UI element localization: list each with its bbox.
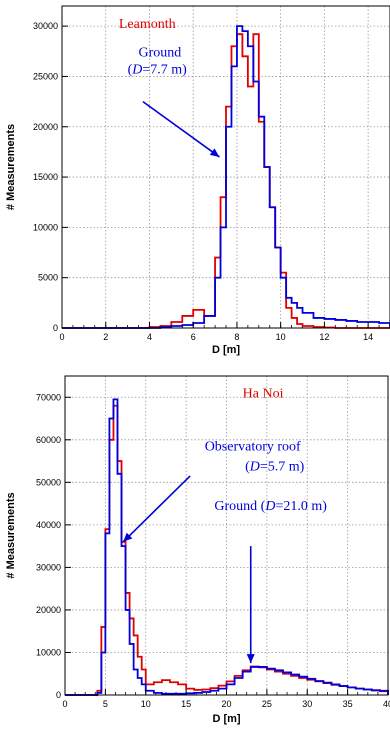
annotation-arrow	[142, 100, 220, 158]
y-tick-label: 50000	[36, 477, 61, 487]
x-tick-label: 6	[191, 332, 196, 342]
x-axis-label: D [m]	[212, 713, 240, 725]
histogram-series-2	[62, 25, 390, 329]
x-tick-label: 0	[59, 332, 64, 342]
x-tick-label: 10	[276, 332, 286, 342]
x-tick-label: 30	[302, 699, 312, 709]
y-tick-label: 15000	[33, 172, 58, 182]
x-tick-label: 4	[147, 332, 152, 342]
y-tick-label: 10000	[33, 222, 58, 232]
x-tick-label: 12	[319, 332, 329, 342]
annotation-1-3: (D=7.7 m)	[128, 62, 188, 77]
y-tick-label: 40000	[36, 520, 61, 530]
annotation-2-4: Ground (D=21.0 m)	[214, 499, 327, 514]
y-tick-label: 30000	[36, 562, 61, 572]
x-axis-label: D [m]	[212, 344, 240, 356]
x-tick-label: 5	[103, 699, 108, 709]
y-tick-label: 5000	[38, 273, 58, 283]
x-tick-label: 10	[141, 699, 151, 709]
annotation-2-1: Ha Noi	[243, 386, 284, 401]
annotation-1-1: Leamonth	[119, 17, 176, 32]
x-tick-label: 20	[221, 699, 231, 709]
chart-panel-1: 0 2 4 6 8 10 12 14 0 5000 10000 15000 20000 25000 3000…	[5, 5, 390, 356]
chart-panel-2: 0 5 10 15 20 25 30 35 40 0 10000 20000 30000 40000 500…	[5, 375, 390, 725]
x-tick-label: 25	[262, 699, 272, 709]
y-tick-label: 10000	[36, 647, 61, 657]
annotation-arrow	[246, 546, 255, 664]
x-tick-label: 2	[103, 332, 108, 342]
y-tick-label: 20000	[36, 605, 61, 615]
y-tick-label: 0	[56, 690, 61, 700]
x-tick-label: 40	[383, 699, 390, 709]
x-tick-label: 14	[363, 332, 373, 342]
y-axis-label: # Measurements	[5, 492, 17, 578]
y-tick-label: 30000	[33, 21, 58, 31]
y-tick-label: 70000	[36, 392, 61, 402]
histogram-series-2	[65, 398, 389, 696]
y-tick-label: 60000	[36, 435, 61, 445]
annotation-arrow	[122, 475, 191, 543]
x-tick-label: 35	[343, 699, 353, 709]
y-tick-label: 0	[53, 323, 58, 333]
x-tick-label: 15	[181, 699, 191, 709]
annotation-1-2: Ground	[139, 45, 182, 60]
y-axis-label: # Measurements	[5, 124, 17, 210]
x-tick-label: 0	[62, 699, 67, 709]
annotation-2-3: (D=5.7 m)	[245, 459, 305, 474]
y-tick-label: 20000	[33, 122, 58, 132]
x-tick-label: 8	[234, 332, 239, 342]
annotation-2-2: Observatory roof	[205, 439, 301, 454]
y-tick-label: 25000	[33, 71, 58, 81]
